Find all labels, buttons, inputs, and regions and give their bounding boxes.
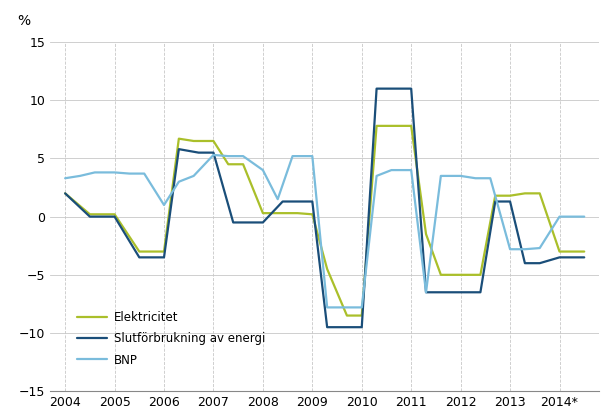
Elektricitet: [111, 212, 118, 217]
Elektricitet: [408, 124, 415, 129]
Slutförbrukning av energi: [358, 325, 365, 330]
Elektricitet: [161, 249, 168, 254]
Legend: Elektricitet, Slutförbrukning av energi, BNP: Elektricitet, Slutförbrukning av energi,…: [73, 306, 270, 371]
Slutförbrukning av energi: [581, 255, 588, 260]
Line: Elektricitet: Elektricitet: [65, 126, 584, 316]
Elektricitet: [457, 272, 464, 277]
Slutförbrukning av energi: [457, 290, 464, 295]
Slutförbrukning av energi: [393, 86, 400, 91]
BNP: [239, 154, 247, 158]
BNP: [556, 214, 563, 219]
Elektricitet: [136, 249, 143, 254]
Elektricitet: [422, 232, 430, 237]
Slutförbrukning av energi: [521, 261, 528, 266]
Elektricitet: [393, 124, 400, 129]
BNP: [437, 173, 444, 178]
Slutförbrukning av energi: [259, 220, 267, 225]
Elektricitet: [294, 210, 301, 215]
Slutförbrukning av energi: [536, 261, 544, 266]
Slutförbrukning av energi: [408, 86, 415, 91]
BNP: [61, 176, 68, 181]
Slutförbrukning av energi: [373, 86, 380, 91]
Elektricitet: [210, 139, 217, 144]
Elektricitet: [536, 191, 544, 196]
Slutförbrukning av energi: [477, 290, 484, 295]
BNP: [76, 173, 84, 178]
Elektricitet: [225, 162, 232, 167]
Slutförbrukning av energi: [324, 325, 331, 330]
Slutförbrukning av energi: [210, 150, 217, 155]
Elektricitet: [343, 313, 350, 318]
BNP: [507, 247, 514, 252]
BNP: [289, 154, 296, 158]
Elektricitet: [581, 249, 588, 254]
Slutförbrukning av energi: [230, 220, 237, 225]
Slutförbrukning av energi: [279, 199, 286, 204]
Elektricitet: [373, 124, 380, 129]
Slutförbrukning av energi: [86, 214, 93, 219]
BNP: [225, 154, 232, 158]
Elektricitet: [86, 212, 93, 217]
Slutförbrukning av energi: [244, 220, 251, 225]
BNP: [373, 173, 380, 178]
BNP: [536, 245, 544, 250]
Elektricitet: [507, 193, 514, 198]
Elektricitet: [477, 272, 484, 277]
BNP: [338, 305, 345, 310]
Elektricitet: [324, 267, 331, 272]
BNP: [274, 197, 281, 202]
BNP: [408, 168, 415, 173]
BNP: [210, 152, 217, 157]
Elektricitet: [279, 210, 286, 215]
BNP: [141, 171, 148, 176]
BNP: [111, 170, 118, 175]
Slutförbrukning av energi: [556, 255, 563, 260]
Slutförbrukning av energi: [161, 255, 168, 260]
Text: %: %: [18, 14, 30, 28]
Elektricitet: [358, 313, 365, 318]
Elektricitet: [239, 162, 247, 167]
BNP: [521, 247, 528, 252]
BNP: [457, 173, 464, 178]
Line: BNP: BNP: [65, 155, 584, 307]
Elektricitet: [259, 210, 267, 215]
Slutförbrukning av energi: [343, 325, 350, 330]
Elektricitet: [308, 212, 316, 217]
Slutförbrukning av energi: [491, 199, 499, 204]
BNP: [422, 290, 430, 295]
Slutförbrukning av energi: [195, 150, 202, 155]
BNP: [161, 203, 168, 208]
BNP: [126, 171, 133, 176]
Slutförbrukning av energi: [308, 199, 316, 204]
Elektricitet: [491, 193, 499, 198]
Slutförbrukning av energi: [294, 199, 301, 204]
Elektricitet: [556, 249, 563, 254]
Slutförbrukning av energi: [136, 255, 143, 260]
Slutförbrukning av energi: [175, 147, 182, 152]
BNP: [581, 214, 588, 219]
Slutförbrukning av energi: [111, 214, 118, 219]
BNP: [91, 170, 98, 175]
BNP: [487, 176, 494, 181]
Slutförbrukning av energi: [507, 199, 514, 204]
Elektricitet: [437, 272, 444, 277]
BNP: [358, 305, 365, 310]
Elektricitet: [61, 191, 68, 196]
BNP: [259, 168, 267, 173]
BNP: [388, 168, 395, 173]
BNP: [324, 305, 331, 310]
BNP: [472, 176, 479, 181]
Elektricitet: [521, 191, 528, 196]
Slutförbrukning av energi: [61, 191, 68, 196]
BNP: [190, 173, 198, 178]
Line: Slutförbrukning av energi: Slutförbrukning av energi: [65, 89, 584, 327]
Elektricitet: [190, 139, 198, 144]
Slutförbrukning av energi: [437, 290, 444, 295]
BNP: [175, 179, 182, 184]
BNP: [308, 154, 316, 158]
Elektricitet: [175, 136, 182, 141]
Slutförbrukning av energi: [422, 290, 430, 295]
